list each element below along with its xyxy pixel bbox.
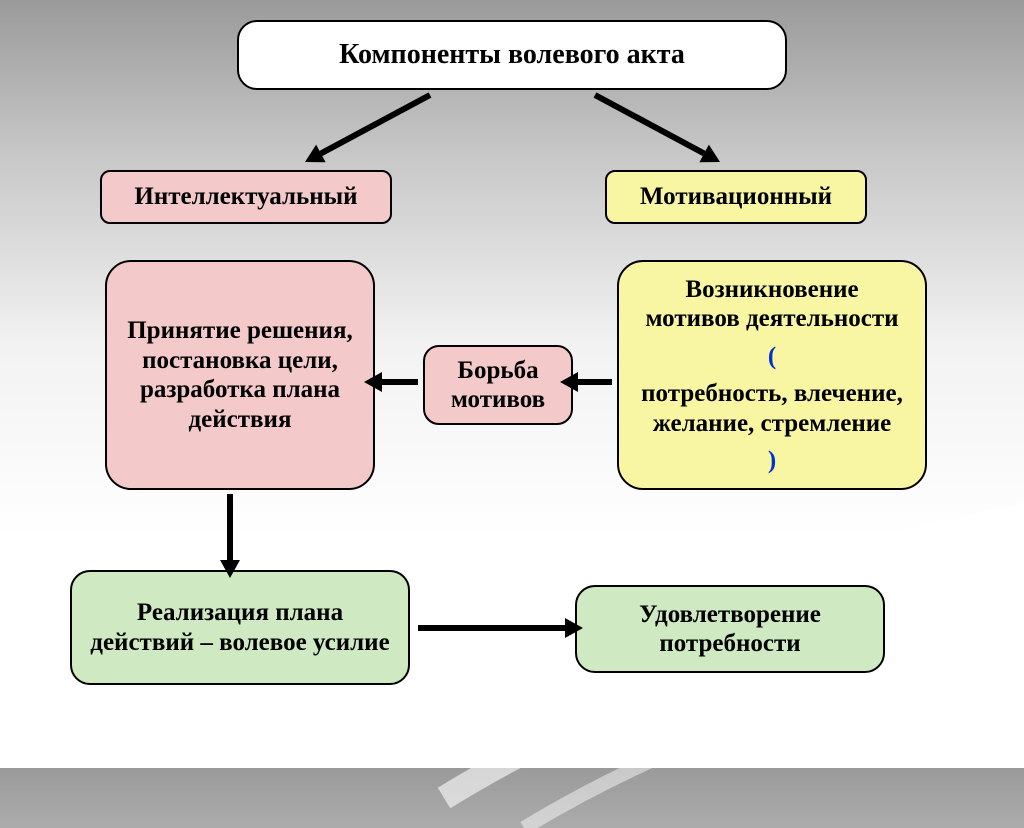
arrow-realization-satisfaction [418, 625, 565, 631]
struggle-label: Борьба мотивов [425, 352, 571, 419]
title-text: Компоненты волевого акта [239, 34, 785, 75]
motivational-label: Мотивационный [607, 178, 865, 216]
paren-close: ) [629, 442, 915, 480]
satisfaction-box: Удовлетворение потребности [575, 585, 885, 673]
intellectual-box: Интеллектуальный [100, 170, 392, 224]
paren-open: ( [629, 338, 915, 376]
arrowhead-realization-satisfaction [565, 618, 583, 638]
arrowhead-decision-realization [220, 560, 240, 578]
decision-box: Принятие решения, постановка цели, разра… [105, 260, 375, 490]
emergence-mid: потребность, влечение, желание, стремлен… [629, 375, 915, 442]
arrowhead-struggle-decision [364, 372, 382, 392]
arrowhead-emergence-struggle [560, 372, 578, 392]
struggle-box: Борьба мотивов [423, 345, 573, 425]
realization-label: Реализация плана действий – волевое усил… [72, 594, 408, 661]
arrow-emergence-struggle [578, 379, 612, 385]
intellectual-label: Интеллектуальный [102, 178, 390, 216]
arrow-struggle-decision [382, 379, 418, 385]
emergence-label: Возникновение мотивов деятельности (потр… [619, 267, 925, 484]
realization-box: Реализация плана действий – волевое усил… [70, 570, 410, 685]
motivational-box: Мотивационный [605, 170, 867, 224]
arrow-decision-realization [227, 494, 233, 560]
satisfaction-label: Удовлетворение потребности [577, 596, 883, 663]
title-box: Компоненты волевого акта [237, 20, 787, 90]
emergence-box: Возникновение мотивов деятельности (потр… [617, 260, 927, 490]
decision-label: Принятие решения, постановка цели, разра… [107, 312, 373, 438]
emergence-pre: Возникновение мотивов деятельности [629, 271, 915, 338]
